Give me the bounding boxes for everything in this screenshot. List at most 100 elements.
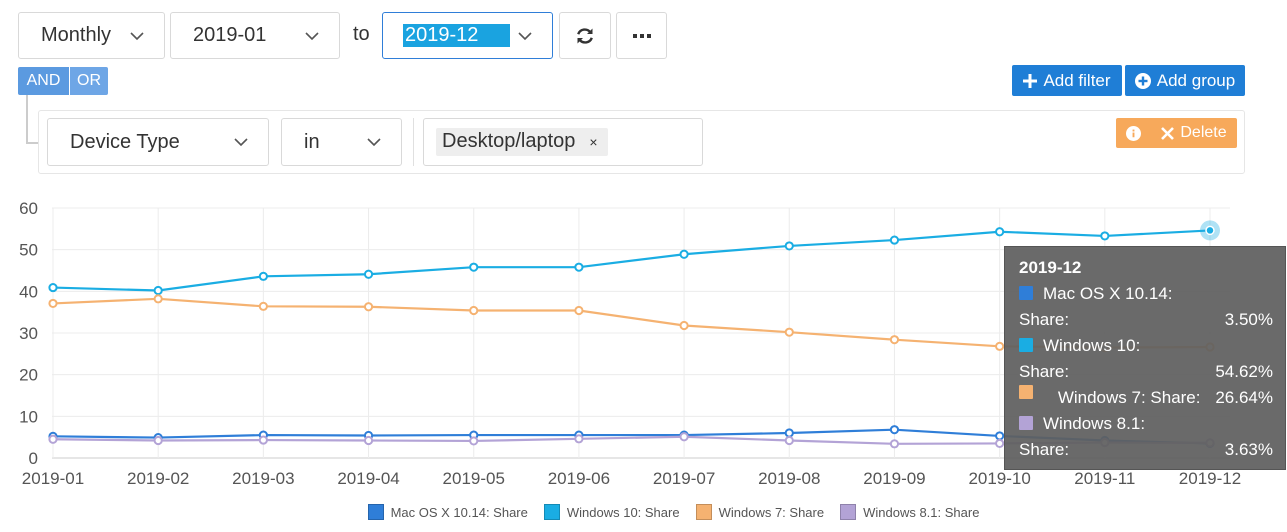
tooltip-series-label-cont: Share: bbox=[1019, 440, 1070, 459]
data-point bbox=[995, 341, 1005, 351]
add-filter-button[interactable]: Add filter bbox=[1012, 65, 1122, 96]
field-select[interactable]: Device Type bbox=[47, 118, 269, 166]
tooltip-series-label-cont: Share: bbox=[1019, 310, 1070, 329]
data-point bbox=[48, 298, 58, 309]
data-point bbox=[363, 302, 374, 312]
field-value: Device Type bbox=[70, 130, 180, 153]
x-tick-label: 2019-09 bbox=[863, 469, 925, 488]
legend-item[interactable]: Windows 8.1: Share bbox=[840, 500, 979, 524]
legend-label: Windows 7: Share bbox=[718, 504, 825, 520]
add-group-button[interactable]: Add group bbox=[1125, 65, 1245, 96]
legend-label: Mac OS X 10.14: Share bbox=[390, 504, 528, 520]
to-label: to bbox=[353, 23, 370, 45]
refresh-icon bbox=[577, 27, 593, 44]
operator-select[interactable]: in bbox=[281, 118, 402, 166]
x-tick-label: 2019-10 bbox=[968, 469, 1030, 488]
legend-label: Windows 10: Share bbox=[566, 504, 680, 520]
refresh-button[interactable] bbox=[559, 12, 611, 59]
data-point bbox=[574, 434, 584, 444]
legend-swatch bbox=[367, 504, 384, 520]
info-icon bbox=[1126, 125, 1142, 141]
from-date-value: 2019-01 bbox=[193, 24, 267, 46]
add-filter-label: Add filter bbox=[1043, 70, 1111, 90]
data-point bbox=[469, 436, 479, 446]
remove-tag-icon[interactable]: × bbox=[589, 133, 598, 150]
data-point bbox=[889, 425, 900, 435]
chevron-down-icon bbox=[367, 138, 381, 147]
legend-item[interactable]: Windows 10: Share bbox=[543, 500, 680, 524]
x-tick-label: 2019-03 bbox=[232, 469, 294, 488]
interval-select[interactable]: Monthly bbox=[18, 12, 165, 59]
data-point bbox=[48, 282, 58, 293]
data-point bbox=[258, 430, 268, 440]
tooltip-value: 3.50% bbox=[1224, 310, 1273, 329]
data-point bbox=[784, 327, 794, 337]
close-icon bbox=[1161, 126, 1175, 140]
data-point bbox=[469, 262, 479, 272]
data-point bbox=[784, 435, 794, 446]
data-point bbox=[784, 241, 794, 251]
x-tick-label: 2019-12 bbox=[1179, 469, 1241, 488]
more-options-button[interactable] bbox=[616, 12, 667, 59]
data-point bbox=[574, 430, 584, 440]
tooltip-value: 26.64% bbox=[1215, 388, 1273, 407]
chevron-down-icon bbox=[130, 31, 144, 40]
data-point bbox=[889, 335, 900, 345]
chart-tooltip: 2019-12 Mac OS X 10.14: Share: 3.50% Window… bbox=[1004, 246, 1286, 470]
from-date-select[interactable]: 2019-01 bbox=[170, 12, 340, 59]
chevron-down-icon bbox=[518, 31, 532, 40]
data-point bbox=[153, 294, 163, 304]
y-tick-label: 50 bbox=[19, 241, 38, 260]
delete-label: Delete bbox=[1180, 124, 1227, 141]
legend-item[interactable]: Mac OS X 10.14: Share bbox=[367, 500, 528, 524]
tooltip-value: 54.62% bbox=[1215, 362, 1273, 381]
y-tick-label: 10 bbox=[19, 407, 38, 426]
y-tick-label: 0 bbox=[29, 449, 38, 468]
interval-value: Monthly bbox=[41, 24, 112, 46]
tooltip-series-label: Windows 8.1: bbox=[1043, 414, 1146, 433]
legend-swatch bbox=[543, 504, 560, 520]
tooltip-swatch bbox=[1019, 416, 1033, 430]
y-tick-label: 40 bbox=[19, 282, 38, 301]
operator-value: in bbox=[304, 130, 320, 153]
to-date-value: 2019-12 bbox=[403, 24, 510, 47]
and-toggle[interactable]: AND bbox=[18, 67, 69, 95]
add-group-label: Add group bbox=[1156, 70, 1236, 90]
plus-icon bbox=[1023, 73, 1038, 88]
data-point bbox=[889, 439, 900, 449]
tooltip-series-label: Mac OS X 10.14: bbox=[1043, 284, 1173, 303]
x-tick-label: 2019-11 bbox=[1074, 469, 1135, 488]
x-tick-label: 2019-08 bbox=[758, 469, 820, 488]
tooltip-title: 2019-12 bbox=[1019, 258, 1082, 277]
group-connector-line bbox=[26, 95, 40, 144]
data-point bbox=[153, 285, 163, 296]
tooltip-row: Windows 7: Share: 26.64% bbox=[1019, 385, 1273, 411]
value-multiselect[interactable]: Desktop/laptop × bbox=[423, 118, 703, 166]
x-tick-label: 2019-02 bbox=[127, 469, 189, 488]
delete-rule-button[interactable]: Delete bbox=[1116, 118, 1237, 148]
x-tick-label: 2019-05 bbox=[443, 469, 505, 488]
tooltip-series-label: Windows 10: bbox=[1043, 336, 1141, 355]
y-tick-label: 30 bbox=[19, 324, 38, 343]
data-point bbox=[363, 269, 374, 279]
chart-legend: Mac OS X 10.14: Share Windows 10: Share Wi… bbox=[0, 500, 1287, 524]
tooltip-row: Windows 8.1: Share: 3.63% bbox=[1019, 411, 1273, 463]
data-point bbox=[679, 249, 689, 259]
tooltip-swatch bbox=[1019, 385, 1033, 399]
legend-item[interactable]: Windows 7: Share bbox=[695, 500, 825, 524]
data-point bbox=[679, 432, 689, 442]
data-point bbox=[784, 428, 794, 438]
data-point bbox=[469, 430, 479, 440]
to-date-select[interactable]: 2019-12 bbox=[382, 12, 553, 59]
rule-divider bbox=[413, 118, 414, 166]
data-point bbox=[574, 305, 584, 316]
data-point bbox=[1205, 225, 1215, 236]
chevron-down-icon bbox=[305, 31, 319, 40]
data-point bbox=[363, 435, 374, 446]
tooltip-value: 3.63% bbox=[1224, 440, 1273, 459]
data-point bbox=[48, 431, 58, 441]
data-point bbox=[153, 432, 163, 443]
data-point bbox=[1100, 231, 1110, 241]
data-point bbox=[258, 435, 268, 445]
or-toggle[interactable]: OR bbox=[70, 67, 108, 95]
